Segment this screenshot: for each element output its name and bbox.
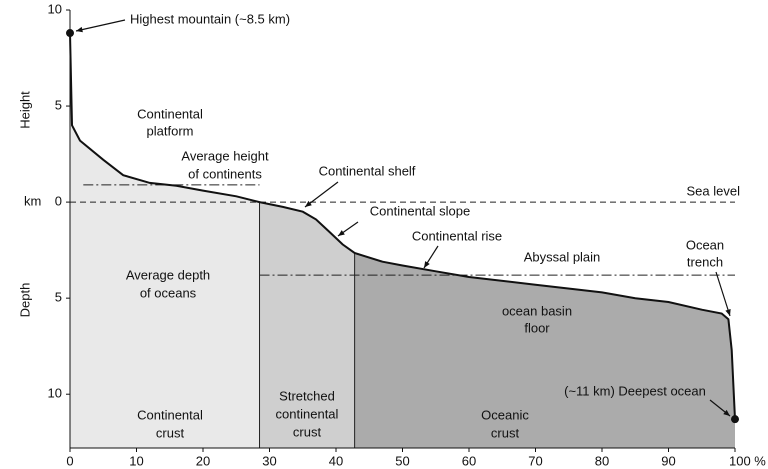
y-tick-label: 0 [55,194,62,209]
x-tick-label: 90 [661,453,675,468]
arrow-head [424,261,430,268]
y-tick-label: 10 [48,386,62,401]
annotation: Continental rise [412,228,502,243]
x-tick-label: 100 % [729,453,766,468]
annotation: platform [147,123,194,138]
reference-label: of continents [188,166,262,181]
reference-label: of oceans [140,285,197,300]
region-label: crust [491,425,520,440]
y-tick-label: 5 [55,290,62,305]
region-label: crust [156,425,185,440]
annotation-arrow [75,19,126,32]
x-tick-label: 0 [66,453,73,468]
hypsometric-curve [69,33,736,420]
x-tick-label: 50 [395,453,409,468]
x-tick-label: 30 [262,453,276,468]
annotation-arrow [715,271,731,317]
reference-label: Average depth [126,267,210,282]
y-axis-label: Height [17,91,32,129]
y-tick-label: 5 [55,97,62,112]
annotation: Continental slope [370,203,470,218]
x-tick-label: 60 [462,453,476,468]
arrow-head [305,200,312,207]
region-label: crust [293,424,322,439]
crust-region [70,33,260,448]
y-axis-label: Depth [17,283,32,318]
reference-label: Sea level [687,183,741,198]
region-label: Oceanic [481,407,529,422]
x-tick-label: 40 [329,453,343,468]
crust-region [259,202,355,448]
annotation: ocean basin [502,303,572,318]
extreme-point [731,415,739,424]
crust-region [354,253,735,448]
region-label: continental [276,406,339,421]
arrow-head [725,309,731,316]
region-label: Continental [137,407,203,422]
x-tick-label: 70 [528,453,542,468]
annotation: Continental [137,106,203,121]
reference-label: Average height [181,148,269,163]
y-tick-label: 10 [48,1,62,16]
x-tick-label: 10 [129,453,143,468]
arrow-head [338,230,345,236]
region-label: Stretched [279,388,335,403]
arrow-head [723,409,730,416]
y-axis-unit: km [24,194,41,209]
annotation: Highest mountain (~8.5 km) [130,11,290,26]
annotation: trench [687,254,723,269]
x-tick-label: 80 [595,453,609,468]
annotation-arrow [304,181,339,208]
arrow-head [76,26,83,33]
annotation: floor [524,320,550,335]
annotation: Continental shelf [319,163,416,178]
annotation: Abyssal plain [524,249,601,264]
x-tick-label: 20 [196,453,210,468]
annotation: Ocean [686,237,724,252]
annotation: (~11 km) Deepest ocean [564,383,706,398]
